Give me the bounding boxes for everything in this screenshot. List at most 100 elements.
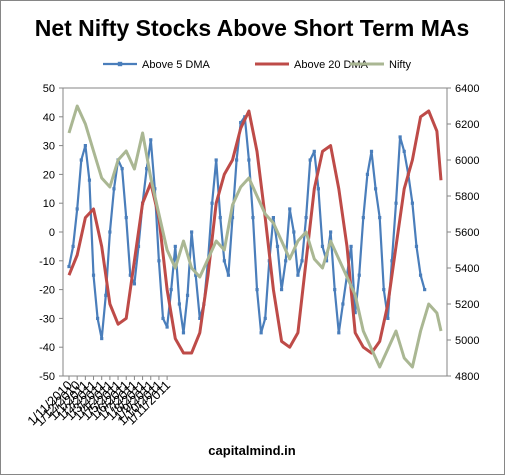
series-point-0 (304, 216, 308, 220)
series-point-0 (357, 273, 361, 277)
legend-label-1: Above 20 DMA (294, 59, 369, 71)
source-label: capitalmind.in (208, 443, 295, 458)
y-right-tick-label: 6000 (455, 155, 479, 167)
series-line-0 (67, 115, 426, 340)
series-point-0 (308, 158, 312, 162)
series-point-0 (312, 149, 316, 153)
series-point-0 (145, 167, 149, 171)
y-left-tick-label: 0 (49, 227, 55, 239)
series-point-0 (292, 230, 296, 234)
series-point-0 (329, 230, 333, 234)
series-point-0 (394, 201, 398, 205)
series-point-0 (120, 167, 124, 171)
y-left-tick-label: -50 (39, 371, 55, 383)
y-axis-right: 6400 6200 6000 5800 5600 5400 5200 5000 4800 (447, 83, 479, 383)
y-right-tick-label: 5200 (455, 299, 479, 311)
series-point-0 (333, 288, 337, 292)
series-point-0 (320, 244, 325, 248)
series-point-0 (177, 302, 181, 306)
series-point-0 (316, 187, 320, 191)
series-point-0 (214, 158, 218, 162)
series-point-0 (251, 216, 255, 220)
series-line-1 (67, 109, 443, 355)
series-point-0 (414, 244, 419, 248)
series-point-0 (165, 325, 169, 329)
series-point-0 (300, 259, 304, 263)
series-point-0 (100, 336, 104, 341)
series-point-0 (337, 331, 341, 335)
y-left-tick-label: 50 (43, 83, 55, 95)
series-point-0 (136, 244, 141, 248)
y-left-tick-label: 30 (43, 141, 55, 153)
series-point-0 (255, 288, 259, 292)
y-right-tick-label: 5600 (455, 227, 479, 239)
series-point-0 (279, 288, 284, 292)
series-point-0 (132, 282, 137, 286)
series-point-0 (382, 288, 386, 292)
series-point-0 (222, 259, 226, 263)
y-left-tick-label: 10 (43, 198, 55, 210)
series-point-0 (190, 230, 194, 234)
series-point-0 (79, 158, 83, 162)
series-point-0 (423, 288, 427, 292)
series-point-0 (96, 316, 100, 320)
y-left-tick-label: -10 (39, 256, 55, 268)
series-point-0 (226, 273, 231, 277)
y-right-tick-label: 5000 (455, 335, 479, 347)
series-point-0 (259, 331, 263, 335)
series-point-0 (410, 201, 414, 205)
series-point-0 (169, 288, 173, 292)
series-point-0 (284, 259, 288, 263)
series-point-0 (124, 216, 128, 220)
y-right-tick-label: 6400 (455, 83, 479, 95)
series-point-0 (386, 316, 390, 320)
series-point-0 (341, 302, 345, 306)
series-point-0 (398, 135, 402, 139)
legend-label-0: Above 5 DMA (142, 59, 211, 71)
y-right-tick-label: 5800 (455, 191, 479, 203)
y-left-tick-label: 20 (43, 169, 55, 181)
series-point-0 (161, 316, 165, 320)
series-point-0 (263, 316, 267, 320)
series-point-0 (181, 331, 186, 335)
series-point-0 (149, 138, 153, 142)
series-point-0 (235, 158, 239, 162)
series-point-0 (67, 264, 71, 269)
series-point-0 (108, 230, 112, 234)
series-point-0 (324, 259, 329, 263)
y-left-tick-label: -20 (39, 285, 55, 297)
series-point-0 (275, 244, 280, 248)
y-right-tick-label: 6200 (455, 119, 479, 131)
series-point-0 (296, 273, 300, 277)
legend-label-2: Nifty (389, 59, 412, 71)
series-point-0 (361, 216, 365, 220)
legend: Above 5 DMA Above 20 DMA Nifty (103, 59, 412, 71)
y-left-tick-label: -30 (39, 313, 55, 325)
series-point-0 (157, 259, 161, 263)
series-point-0 (378, 216, 382, 220)
series-point-0 (239, 120, 243, 125)
series-point-0 (271, 216, 275, 220)
series-line-2 (67, 104, 443, 369)
y-left-tick-label: 40 (43, 112, 55, 124)
series-point-0 (128, 273, 132, 277)
series-point-0 (365, 172, 370, 176)
series-point-0 (153, 187, 157, 191)
series-point-0 (185, 293, 190, 297)
series-point-0 (230, 216, 235, 220)
chart-title: Net Nifty Stocks Above Short Term MAs (35, 15, 470, 41)
series-point-0 (210, 201, 214, 205)
series-point-0 (373, 187, 378, 191)
series-point-0 (173, 244, 177, 248)
series-point-0 (402, 149, 406, 153)
legend-marker-0 (117, 61, 123, 67)
series-point-0 (112, 187, 116, 191)
y-right-tick-label: 4800 (455, 371, 479, 383)
y-axis-left: 50 40 30 20 10 0 -10 -20 -30 -40 -50 (39, 83, 63, 383)
series-point-0 (390, 259, 394, 263)
series-point-0 (349, 244, 353, 248)
series-point-0 (87, 178, 92, 182)
series-point-0 (104, 293, 108, 297)
series-point-0 (369, 149, 374, 153)
series-point-0 (75, 207, 79, 211)
